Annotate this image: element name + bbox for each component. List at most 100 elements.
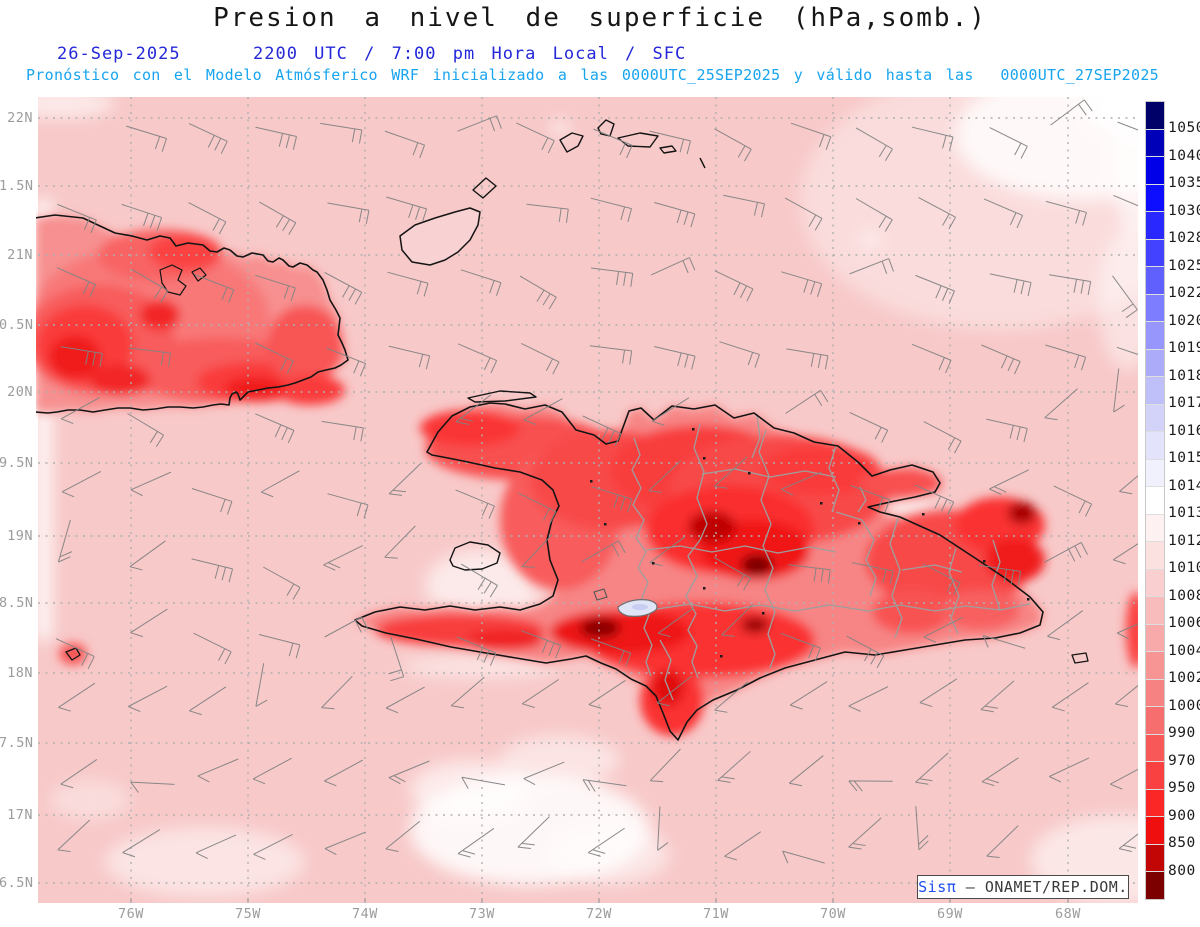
lat-label: 18N [7, 665, 33, 681]
wind-barb [388, 345, 431, 370]
wind-barb [456, 636, 497, 666]
wind-barb [649, 130, 691, 155]
colorbar-label: 1050 [1168, 120, 1200, 137]
wind-barb [1044, 388, 1078, 421]
colorbar-label: 990 [1168, 725, 1196, 742]
wind-barb [253, 833, 293, 860]
wind-barb [523, 398, 563, 425]
pressure-blob [580, 618, 620, 638]
wind-barb [57, 203, 97, 233]
wind-barb [923, 421, 962, 454]
pressure-blob [149, 234, 221, 270]
wind-barb [128, 347, 171, 367]
colorbar-cell [1146, 652, 1164, 680]
wind-barb [126, 125, 167, 152]
wind-barb [1051, 682, 1089, 712]
wind-barb [60, 346, 103, 368]
colorbar-cell [1146, 432, 1164, 460]
wind-barb [195, 834, 237, 860]
lon-label: 70W [820, 906, 846, 922]
lat-label: 6.5N [0, 875, 34, 891]
colorbar-label: 1014 [1168, 477, 1200, 494]
wind-barb [717, 750, 751, 783]
nipe-bay-lagoons [159, 264, 207, 296]
wind-barb [846, 635, 885, 669]
wind-barb [255, 663, 268, 707]
pressure-blob [267, 305, 343, 385]
colorbar-label: 1020 [1168, 312, 1200, 329]
wind-barb [188, 202, 227, 235]
wind-barb [450, 676, 485, 709]
contour-speck [720, 655, 723, 658]
page-title: Presion a nivel de superficie (hPa,somb.… [213, 3, 987, 33]
lat-label: 21N [7, 247, 33, 263]
contour-speck [922, 513, 925, 516]
wind-barb [656, 675, 693, 707]
mona-island [1071, 652, 1089, 664]
wind-barb [260, 470, 300, 498]
wind-barb [582, 779, 627, 792]
colorbar-label: 1030 [1168, 202, 1200, 219]
model-subtitle: Pronóstico con el Modelo Atmósferico WRF… [25, 66, 1160, 84]
wind-barb [593, 128, 633, 159]
wind-barb [324, 272, 363, 305]
wind-barb [780, 632, 821, 661]
lat-label: 20N [7, 384, 33, 400]
colorbar-cell [1146, 459, 1164, 488]
wind-barb [785, 389, 829, 414]
wind-barb [388, 760, 430, 785]
pressure-blob [90, 364, 150, 396]
wind-barb [848, 817, 882, 850]
wind-barb [786, 348, 829, 370]
wind-barb [188, 123, 228, 154]
province-borders [631, 413, 1031, 701]
wind-barb [258, 634, 301, 659]
wind-barb [1053, 485, 1093, 517]
lat-label: 8.5N [0, 595, 34, 611]
colorbar-cell [1146, 102, 1164, 130]
tortuga-island [467, 390, 537, 403]
pressure-shading [36, 215, 1138, 740]
wind-barb [1049, 274, 1092, 296]
wind-barb [521, 534, 553, 568]
wind-barb [324, 759, 364, 787]
contour-speck [820, 502, 823, 505]
wind-barb [714, 456, 748, 489]
wind-barb [915, 752, 949, 785]
cuba-coastline [36, 214, 349, 414]
wind-barb [460, 563, 498, 598]
wind-barb [581, 540, 626, 563]
wind-barb [517, 816, 550, 850]
wind-barb [130, 781, 175, 793]
wind-barb [849, 258, 895, 275]
wind-barb [588, 680, 626, 709]
wind-barb [1119, 462, 1138, 495]
acklins-island [559, 132, 584, 153]
wind-barb [582, 415, 622, 447]
wind-barb [1043, 541, 1088, 563]
light-patch [858, 232, 882, 248]
colorbar-label: 1016 [1168, 422, 1200, 439]
wind-barb [324, 831, 366, 856]
lon-label: 69W [937, 906, 963, 922]
wind-barb [324, 616, 369, 638]
forecast-date: 26-Sep-2025 [57, 44, 181, 64]
colorbar-label: 1017 [1168, 395, 1200, 412]
wind-barb [56, 267, 97, 298]
colorbar-label: 1010 [1168, 560, 1200, 577]
colorbar-cell [1146, 707, 1164, 735]
wind-barb [320, 122, 363, 144]
colorbar-cell [1146, 129, 1164, 158]
wind-barb [590, 197, 633, 223]
wind-barb [127, 413, 165, 448]
pressure-blob [760, 445, 880, 495]
pressure-blob [275, 375, 345, 405]
wind-barb [657, 607, 694, 638]
colorbar-label: 1022 [1168, 285, 1200, 302]
pressure-blob [49, 335, 101, 379]
wind-barb [384, 130, 426, 159]
wind-barb [781, 471, 822, 496]
colorbar-label: 1018 [1168, 367, 1200, 384]
